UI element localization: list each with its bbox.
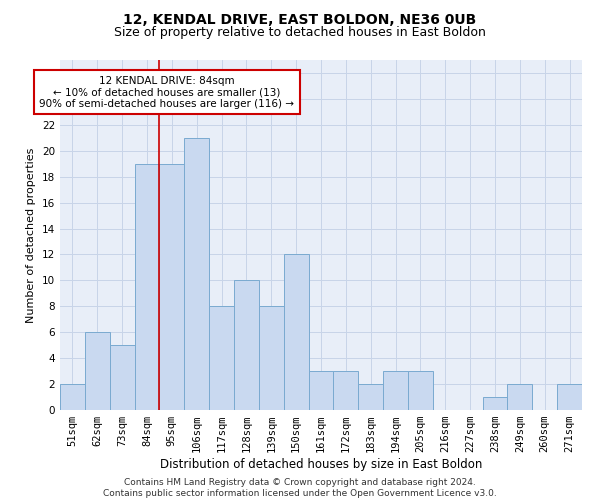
Bar xyxy=(334,371,358,410)
Bar xyxy=(160,164,184,410)
Bar xyxy=(110,345,134,410)
X-axis label: Distribution of detached houses by size in East Boldon: Distribution of detached houses by size … xyxy=(160,458,482,471)
Bar xyxy=(557,384,582,410)
Bar xyxy=(482,397,508,410)
Text: Size of property relative to detached houses in East Boldon: Size of property relative to detached ho… xyxy=(114,26,486,39)
Bar xyxy=(508,384,532,410)
Text: Contains HM Land Registry data © Crown copyright and database right 2024.
Contai: Contains HM Land Registry data © Crown c… xyxy=(103,478,497,498)
Bar xyxy=(358,384,383,410)
Bar xyxy=(60,384,85,410)
Bar xyxy=(134,164,160,410)
Bar xyxy=(308,371,334,410)
Bar xyxy=(234,280,259,410)
Bar xyxy=(284,254,308,410)
Bar xyxy=(408,371,433,410)
Bar xyxy=(209,306,234,410)
Bar xyxy=(184,138,209,410)
Bar xyxy=(383,371,408,410)
Text: 12 KENDAL DRIVE: 84sqm
← 10% of detached houses are smaller (13)
90% of semi-det: 12 KENDAL DRIVE: 84sqm ← 10% of detached… xyxy=(40,76,295,109)
Bar xyxy=(259,306,284,410)
Text: 12, KENDAL DRIVE, EAST BOLDON, NE36 0UB: 12, KENDAL DRIVE, EAST BOLDON, NE36 0UB xyxy=(124,12,476,26)
Y-axis label: Number of detached properties: Number of detached properties xyxy=(26,148,37,322)
Bar xyxy=(85,332,110,410)
